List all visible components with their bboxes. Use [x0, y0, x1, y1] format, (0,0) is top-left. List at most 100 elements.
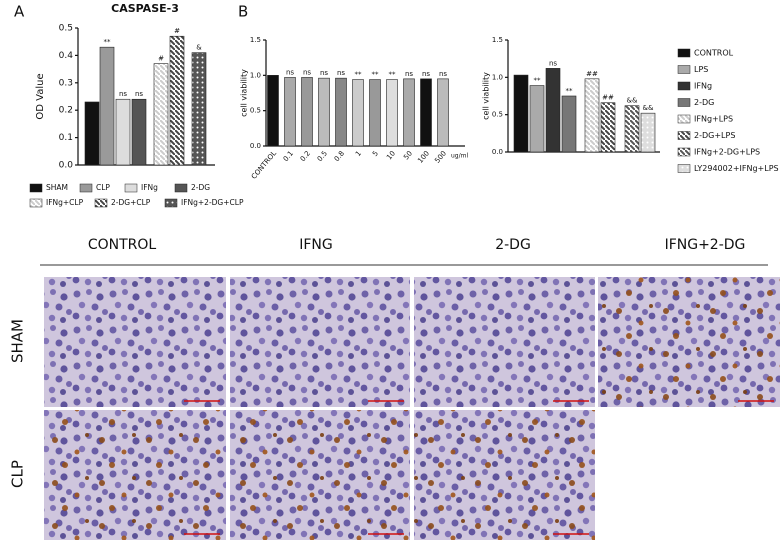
legend-swatch — [29, 198, 43, 208]
bar — [84, 101, 100, 166]
panel-label: B — [238, 3, 248, 21]
legend-label: IFNg+LPS — [694, 115, 733, 124]
y-axis-label: OD Value — [35, 73, 46, 119]
bar — [624, 105, 640, 153]
bar — [640, 112, 656, 153]
bar — [513, 74, 529, 153]
legend-label: 2-DG — [191, 183, 210, 192]
micrograph-grid — [44, 277, 780, 540]
bar — [561, 95, 577, 153]
significance-label: ** — [372, 71, 380, 79]
significance-label: ns — [405, 70, 413, 78]
legend-swatch — [677, 131, 691, 140]
bar — [301, 77, 313, 147]
legend-swatch — [677, 98, 691, 107]
bar — [420, 78, 432, 147]
row-header: CLP — [9, 460, 27, 488]
legend-swatch — [94, 198, 108, 208]
y-tick-label: 0.0 — [59, 161, 74, 171]
significance-label: && — [627, 97, 638, 105]
significance-label: ns — [422, 70, 430, 78]
legend-label: CONTROL — [694, 49, 734, 58]
bar — [437, 78, 449, 147]
bar — [386, 79, 398, 147]
legend-swatch — [677, 81, 691, 91]
stain-overlay — [598, 277, 780, 407]
x-tick-label: 1 — [354, 149, 363, 158]
bar — [352, 79, 364, 147]
significance-label: ns — [549, 59, 557, 67]
bar — [545, 68, 561, 153]
y-tick-label: 0.2 — [59, 106, 73, 116]
legend-swatch — [79, 183, 93, 193]
bar — [600, 102, 616, 153]
legend-label: 2-DG+LPS — [694, 131, 735, 140]
legend-label: IFNg+CLP — [46, 198, 84, 207]
significance-label: && — [643, 104, 654, 112]
panel-label: A — [14, 3, 25, 21]
y-tick-label: 0.5 — [59, 24, 73, 34]
bar — [99, 46, 115, 166]
bar — [318, 77, 330, 147]
bar — [153, 63, 169, 166]
y-tick-label: 0.0 — [492, 148, 503, 156]
significance-label: ** — [534, 77, 542, 85]
stain-overlay — [44, 410, 226, 540]
legend-swatch — [124, 183, 138, 193]
y-tick-label: 0.5 — [492, 111, 503, 119]
significance-label: # — [158, 55, 164, 63]
significance-label: ns — [303, 68, 311, 76]
chart-title: CASPASE-3 — [111, 2, 179, 15]
legend-swatch — [174, 183, 188, 193]
significance-label: ns — [439, 70, 447, 78]
bar — [284, 77, 296, 147]
legend-label: IFNg+2-DG+CLP — [181, 198, 244, 207]
bar — [335, 77, 347, 147]
bar — [267, 75, 279, 147]
y-tick-label: 0.4 — [59, 51, 74, 61]
legend-label: LPS — [694, 65, 708, 74]
y-tick-label: 0.3 — [59, 78, 73, 88]
significance-label: ** — [566, 87, 574, 95]
legend-label: IFNg — [694, 82, 712, 91]
significance-label: ** — [104, 38, 112, 46]
bar — [584, 78, 600, 153]
column-header: CONTROL — [88, 237, 157, 253]
x-tick-label: 0.1 — [282, 149, 295, 163]
x-tick-label: 10 — [385, 149, 397, 161]
legend-swatch — [677, 48, 691, 58]
legend-label: IFNg+2-DG+LPS — [694, 148, 760, 157]
significance-label: ns — [320, 69, 328, 77]
significance-label: ** — [355, 71, 363, 79]
bar — [369, 79, 381, 147]
bar — [131, 98, 147, 166]
significance-label: ## — [602, 94, 614, 102]
significance-label: & — [196, 44, 202, 52]
significance-label: ns — [135, 90, 143, 98]
legend-swatch — [29, 183, 43, 193]
significance-label: ## — [586, 70, 598, 78]
legend-swatch — [677, 147, 691, 157]
column-header: IFNG — [299, 237, 333, 253]
y-tick-label: 1.0 — [250, 71, 261, 79]
bar — [115, 98, 131, 166]
bar — [403, 78, 415, 147]
y-tick-label: 0.5 — [250, 107, 261, 115]
significance-label: ns — [337, 69, 345, 77]
bar — [191, 52, 207, 166]
legend-label: IFNg — [141, 183, 158, 192]
significance-label: ** — [389, 71, 397, 79]
y-tick-label: 1.5 — [492, 36, 503, 44]
micrograph — [44, 277, 226, 407]
y-axis-label: cell viability — [240, 69, 249, 117]
micrograph — [414, 277, 595, 407]
bar — [529, 85, 545, 153]
x-tick-label: 50 — [402, 149, 414, 161]
x-tick-label: 100 — [416, 149, 431, 164]
legend-label: SHAM — [46, 183, 68, 192]
stain-overlay — [414, 410, 595, 540]
legend-label: LY294002+IFNg+LPS — [694, 164, 779, 173]
legend-label: CLP — [96, 183, 110, 192]
x-tick-label: 0.2 — [299, 149, 312, 163]
x-tick-label: 500 — [433, 149, 448, 164]
